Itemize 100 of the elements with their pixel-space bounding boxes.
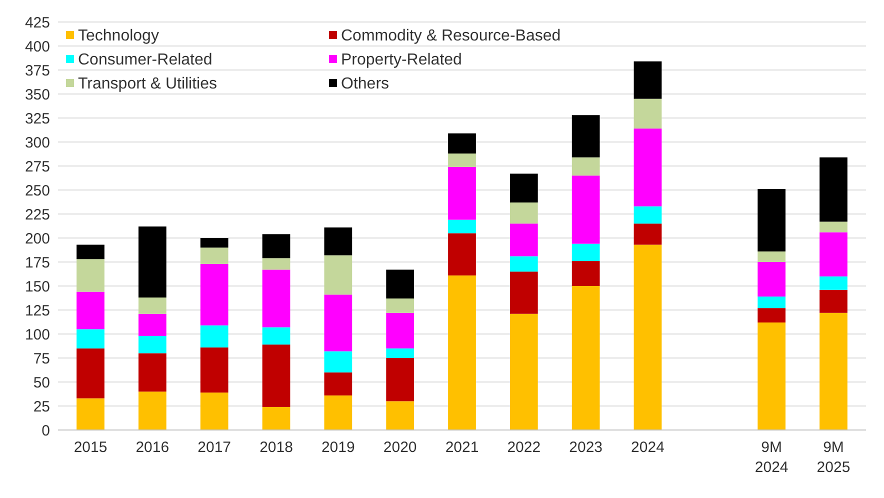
bar [76,398,104,430]
bar [386,312,414,348]
x-tick-label: 2023 [569,439,603,456]
bar [758,251,786,262]
y-tick-label: 375 [24,62,50,80]
bar [820,290,848,313]
bar [138,392,166,430]
y-tick-label: 150 [24,278,50,296]
bar [510,272,538,314]
bar [820,312,848,430]
y-tick-label: 425 [24,14,50,32]
x-tick-label: 2016 [136,439,170,456]
bar [634,98,662,129]
y-tick-label: 50 [33,374,50,392]
legend-label: Commodity & Resource-Based [341,28,561,45]
bar [138,314,166,336]
y-tick-label: 275 [24,158,50,176]
y-tick-label: 400 [24,38,50,56]
legend-label: Others [341,76,390,93]
x-tick-label: 2024 [631,439,664,456]
bar [820,276,848,290]
bar [200,325,228,348]
bar [200,392,228,430]
bar [820,222,848,232]
x-tick-label: 2022 [507,439,541,456]
bar [448,154,476,167]
bar [634,61,662,99]
bar [572,115,600,158]
bar [324,372,352,396]
bar [386,401,414,430]
y-tick-label: 25 [33,398,50,416]
bar [448,133,476,154]
bar [634,244,662,430]
bar [510,314,538,430]
bar [572,157,600,176]
bar [758,322,786,430]
bar [634,128,662,206]
y-tick-label: 75 [33,350,50,368]
x-tick-label: 2020 [383,439,417,456]
bar [634,224,662,245]
y-tick-label: 350 [24,86,50,104]
bar [448,166,476,220]
x-tick-label: 2021 [445,439,479,456]
bar [572,261,600,286]
x-tick-label: 9M 2024 [754,439,788,476]
legend-label: Technology [78,28,159,45]
bar [262,270,290,328]
x-tick-label: 2019 [321,439,355,456]
x-tick-label: 2017 [198,439,232,456]
bar [76,244,104,260]
bar [200,264,228,326]
legend-label: Transport & Utilities [78,76,217,93]
y-tick-label: 300 [24,134,50,152]
bar [76,292,104,330]
bar [572,244,600,262]
bar [510,256,538,272]
y-tick-label: 200 [24,230,50,248]
bar [758,308,786,322]
bar [200,347,228,393]
bar [510,224,538,256]
bar [448,233,476,276]
y-tick-label: 0 [42,422,50,440]
x-tick-label: 2018 [260,439,293,456]
bar [820,232,848,276]
bar [324,395,352,430]
bar [510,174,538,202]
bar [138,353,166,392]
bar [138,298,166,314]
y-tick-label: 100 [24,326,50,344]
bar [572,176,600,244]
bar [76,348,104,398]
bar [262,327,290,345]
bar [262,344,290,407]
legend-label: Consumer-Related [78,52,212,69]
bar [758,296,786,308]
bar [386,298,414,313]
bar [448,275,476,430]
bar [200,248,228,264]
bar [820,157,848,222]
bar [386,358,414,402]
bar [572,286,600,430]
bar [448,220,476,234]
bar [262,406,290,430]
bar [262,258,290,270]
bar [76,259,104,292]
bar [200,238,228,248]
y-tick-label: 125 [24,302,50,320]
y-tick-label: 225 [24,206,50,224]
x-tick-label: 2015 [74,439,108,456]
bar [386,270,414,298]
bar [138,336,166,354]
bar [324,255,352,295]
x-tick-label: 9M 2025 [816,439,850,476]
bar [324,294,352,352]
y-tick-label: 325 [24,110,50,128]
bar [510,202,538,224]
y-tick-label: 175 [24,254,50,272]
bar [324,227,352,256]
bar [324,351,352,372]
bar [758,189,786,252]
